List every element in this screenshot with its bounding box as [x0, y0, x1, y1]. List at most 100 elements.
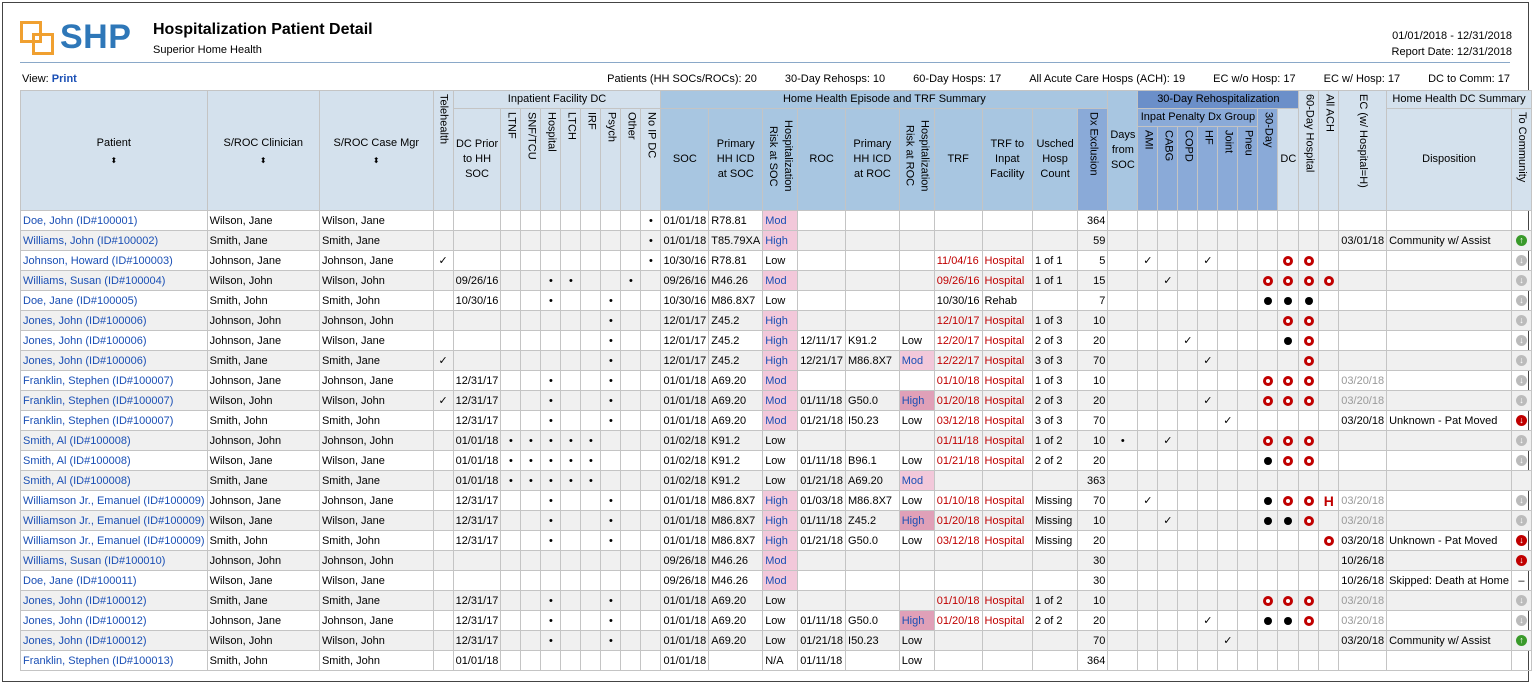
cell-joint	[1217, 330, 1239, 351]
col-ec[interactable]: EC (w/ Hospital=H)	[1338, 90, 1388, 211]
cell-p[interactable]: Jones, John (ID#100012)	[20, 610, 208, 631]
col-irf[interactable]: IRF	[580, 108, 602, 211]
cell-cl: Smith, Jane	[206, 230, 320, 251]
cell-snf	[520, 370, 542, 391]
col-case-mgr[interactable]: S/ROC Case Mgr ⬍	[318, 90, 434, 211]
print-link[interactable]: Print	[51, 73, 77, 85]
col-pneu[interactable]: Pneu	[1237, 126, 1259, 211]
cell-p[interactable]: Williams, Susan (ID#100010)	[20, 550, 208, 571]
cell-p[interactable]: Franklin, Stephen (ID#100013)	[20, 650, 208, 671]
col-disposition[interactable]: Disposition	[1386, 108, 1512, 211]
sort-icon[interactable]: ⬍	[372, 156, 380, 165]
cell-p[interactable]: Williamson Jr., Emanuel (ID#100009)	[20, 490, 208, 511]
col-trf-to[interactable]: TRF to Inpat Facility	[981, 108, 1033, 211]
col-no-ip-dc[interactable]: No IP DC	[640, 108, 662, 211]
cell-p[interactable]: Franklin, Stephen (ID#100007)	[20, 390, 208, 411]
cell-joint	[1217, 290, 1239, 311]
col-ami[interactable]: AMI	[1137, 126, 1159, 211]
cell-tele	[432, 490, 454, 511]
cell-p[interactable]: Doe, John (ID#100001)	[20, 210, 208, 231]
col-psych[interactable]: Psych	[600, 108, 622, 211]
cell-copd: ✓	[1177, 330, 1199, 351]
col-dc[interactable]: DC	[1277, 108, 1300, 211]
cell-snf	[520, 350, 542, 371]
col-risk-soc[interactable]: Hospitalization Risk at SOC	[762, 108, 799, 211]
cell-cabg	[1157, 310, 1179, 331]
cell-dcp	[452, 330, 502, 351]
cell-d30	[1257, 530, 1279, 551]
col-joint[interactable]: Joint	[1217, 126, 1239, 211]
col-days-from-soc[interactable]: Days from SOC	[1107, 90, 1139, 211]
cell-dcp: 12/31/17	[452, 630, 502, 651]
cell-ec	[1318, 610, 1340, 631]
cell-p[interactable]: Doe, Jane (ID#100011)	[20, 570, 208, 591]
col-trf[interactable]: TRF	[933, 108, 983, 211]
cell-p[interactable]: Johnson, Howard (ID#100003)	[20, 250, 208, 271]
cell-p[interactable]: Jones, John (ID#100006)	[20, 350, 208, 371]
cell-p[interactable]: Smith, Al (ID#100008)	[20, 470, 208, 491]
cell-tc: ↓	[1510, 610, 1532, 631]
cell-noip	[640, 330, 662, 351]
cell-cabg	[1157, 350, 1179, 371]
open-circle-icon	[1303, 375, 1314, 386]
sort-icon[interactable]: ⬍	[110, 156, 118, 165]
cell-p[interactable]: Doe, Jane (ID#100005)	[20, 290, 208, 311]
cell-p[interactable]: Jones, John (ID#100006)	[20, 330, 208, 351]
col-to-community[interactable]: To Community	[1510, 108, 1532, 211]
cell-p[interactable]: Williamson Jr., Emanuel (ID#100009)	[20, 530, 208, 551]
cell-p[interactable]: Jones, John (ID#100012)	[20, 630, 208, 651]
col-risk-roc[interactable]: Hospitalization Risk at ROC	[898, 108, 935, 211]
cell-p[interactable]: Franklin, Stephen (ID#100007)	[20, 410, 208, 431]
cell-ec	[1318, 510, 1340, 531]
cell-p[interactable]: Jones, John (ID#100012)	[20, 590, 208, 611]
cell-ricd	[845, 430, 900, 451]
col-30day[interactable]: 30-Day	[1257, 108, 1279, 211]
cell-hosp: •	[540, 610, 562, 631]
cell-d30	[1257, 330, 1279, 351]
col-icd-soc[interactable]: Primary HH ICD at SOC	[708, 108, 764, 211]
col-roc[interactable]: ROC	[797, 108, 847, 211]
cell-p[interactable]: Smith, Al (ID#100008)	[20, 450, 208, 471]
cell-cl: Smith, John	[206, 410, 320, 431]
sort-icon[interactable]: ⬍	[259, 156, 267, 165]
cell-other	[620, 250, 642, 271]
cell-d30	[1257, 390, 1279, 411]
cell-copd	[1177, 630, 1199, 651]
cell-ltnf	[500, 530, 522, 551]
col-clinician[interactable]: S/ROC Clinician ⬍	[206, 90, 320, 211]
cell-p[interactable]: Jones, John (ID#100006)	[20, 310, 208, 331]
col-usched[interactable]: Usched Hosp Count	[1031, 108, 1079, 211]
col-patient[interactable]: Patient ⬍	[20, 90, 208, 211]
cell-days: 364	[1077, 650, 1109, 671]
col-ltnf[interactable]: LTNF	[500, 108, 522, 211]
col-hf[interactable]: HF	[1197, 126, 1219, 211]
cell-tele: ✓	[432, 250, 454, 271]
col-other[interactable]: Other	[620, 108, 642, 211]
col-hospital[interactable]: Hospital	[540, 108, 562, 211]
col-copd[interactable]: COPD	[1177, 126, 1199, 211]
cell-p[interactable]: Smith, Al (ID#100008)	[20, 430, 208, 451]
col-dc-prior[interactable]: DC Prior to HH SOC	[452, 108, 502, 211]
col-60day-hospital[interactable]: 60-Day Hospital	[1298, 90, 1320, 211]
cell-p[interactable]: Williams, John (ID#100002)	[20, 230, 208, 251]
cell-tele	[432, 470, 454, 491]
col-icd-roc[interactable]: Primary HH ICD at ROC	[845, 108, 900, 211]
cell-p[interactable]: Williams, Susan (ID#100004)	[20, 270, 208, 291]
cell-ricd: M86.8X7	[845, 350, 900, 371]
col-all-ach[interactable]: All ACH	[1318, 90, 1340, 211]
cell-p[interactable]: Franklin, Stephen (ID#100007)	[20, 370, 208, 391]
cell-dxex	[1107, 210, 1139, 231]
col-snf[interactable]: SNF/TCU	[520, 108, 542, 211]
cell-ach	[1298, 530, 1320, 551]
col-cabg[interactable]: CABG	[1157, 126, 1179, 211]
col-telehealth[interactable]: Telehealth	[432, 90, 454, 211]
col-soc[interactable]: SOC	[660, 108, 710, 211]
filled-circle-icon	[1284, 616, 1293, 625]
col-ltch[interactable]: LTCH	[560, 108, 582, 211]
cell-trfto: Hospital	[981, 430, 1033, 451]
col-dx-exclusion[interactable]: Dx Exclusion	[1077, 108, 1109, 211]
cell-psych: •	[600, 510, 622, 531]
cell-p[interactable]: Williamson Jr., Emanuel (ID#100009)	[20, 510, 208, 531]
cell-ltnf	[500, 610, 522, 631]
cell-pneu	[1237, 390, 1259, 411]
